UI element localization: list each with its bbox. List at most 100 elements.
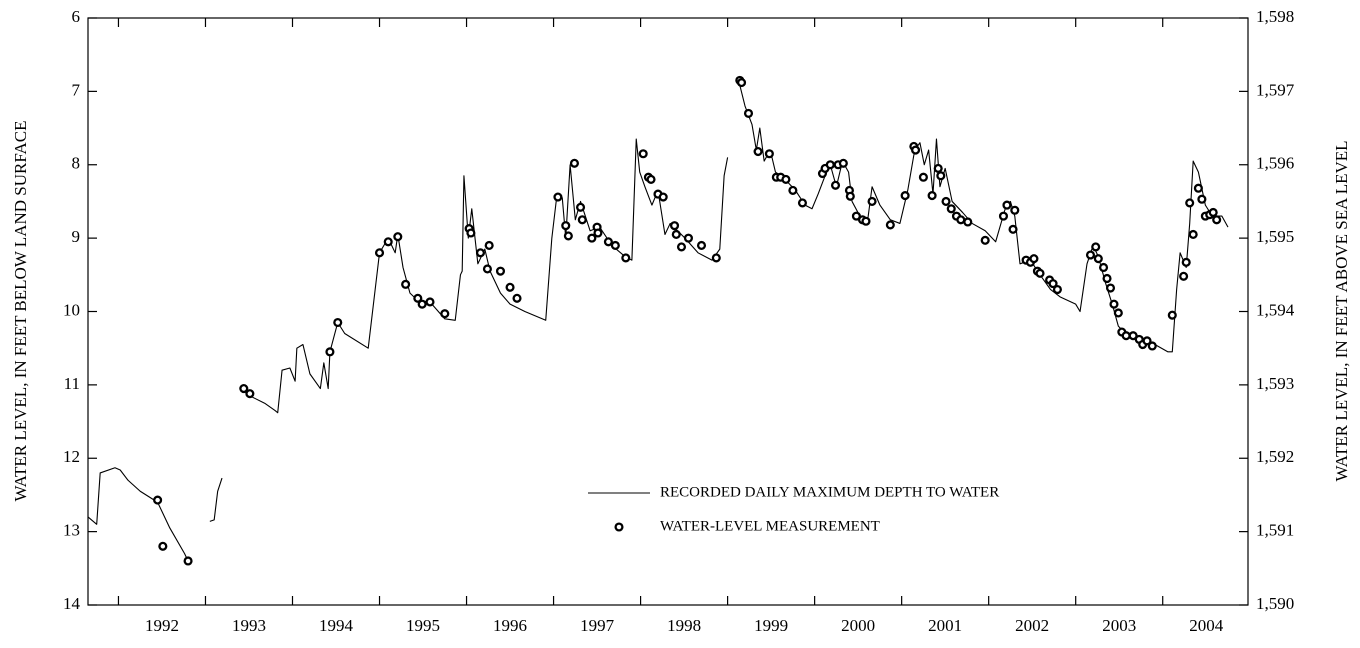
measurement-point xyxy=(1121,331,1131,341)
plot-frame xyxy=(87,17,1249,606)
measurement-point xyxy=(936,171,946,181)
x-tick-label: 1992 xyxy=(145,616,179,635)
measurement-point xyxy=(743,108,754,118)
measurement-point xyxy=(711,253,721,263)
measurement-point xyxy=(963,217,973,227)
measurement-point xyxy=(417,299,427,309)
data-line xyxy=(87,78,1229,562)
measurement-point xyxy=(1085,250,1096,260)
measurement-point xyxy=(638,149,648,159)
measurement-point xyxy=(797,198,807,208)
x-tick-label: 1993 xyxy=(232,616,266,635)
x-tick-label: 2003 xyxy=(1102,616,1136,635)
measurement-point xyxy=(413,293,423,303)
measurement-point xyxy=(425,297,435,307)
measurement-point xyxy=(440,309,450,319)
y-tick-label: 11 xyxy=(64,374,80,393)
measurement-point xyxy=(1147,341,1157,351)
measurement-point xyxy=(593,228,603,238)
measurement-point xyxy=(1188,229,1198,240)
measurement-point xyxy=(1181,257,1191,267)
legend-marker xyxy=(614,522,624,532)
y-tick-label: 13 xyxy=(63,521,80,540)
measurement-point xyxy=(393,232,403,242)
measurement-point xyxy=(1185,198,1195,208)
measurement-point xyxy=(575,202,586,212)
measurement-point xyxy=(764,149,774,159)
measurement-point xyxy=(1093,254,1103,264)
measurement-point xyxy=(753,146,763,157)
measurement-point xyxy=(825,160,835,170)
measurement-point xyxy=(911,145,921,155)
measurement-point xyxy=(553,192,563,202)
measurement-point xyxy=(1105,283,1116,293)
measurement-point xyxy=(183,556,193,566)
measurement-point xyxy=(1035,268,1045,278)
measurement-point xyxy=(885,220,895,230)
measurement-point xyxy=(696,240,707,251)
measurement-point xyxy=(1002,200,1012,210)
measurement-point xyxy=(1109,299,1119,309)
measurement-point xyxy=(1208,207,1218,217)
x-tick-label: 2002 xyxy=(1015,616,1049,635)
measurement-point xyxy=(577,215,587,225)
legend-label: RECORDED DAILY MAXIMUM DEPTH TO WATER xyxy=(660,484,999,500)
y-tick-label: 8 xyxy=(72,154,81,173)
x-tick-label: 1998 xyxy=(667,616,701,635)
measurement-point xyxy=(153,495,163,505)
measurement-point xyxy=(239,383,249,394)
x-tick-label: 1997 xyxy=(580,616,615,635)
y-tick-label: 14 xyxy=(63,594,81,613)
measurement-point xyxy=(683,233,694,243)
y-tick-label: 12 xyxy=(63,447,80,466)
measurement-point xyxy=(900,191,910,201)
measurement-point xyxy=(788,185,798,195)
measurement-point xyxy=(466,228,476,238)
y-tick-label: 6 xyxy=(72,7,81,26)
measurement-point xyxy=(401,279,411,289)
measurement-point xyxy=(1029,254,1039,264)
measurement-point xyxy=(1167,310,1177,320)
measurement-point xyxy=(1193,183,1203,193)
x-tick-label: 2004 xyxy=(1189,616,1224,635)
measurement-point xyxy=(621,253,631,263)
measurement-point xyxy=(838,158,848,168)
measurement-point xyxy=(1010,205,1020,215)
measurement-point xyxy=(325,347,335,357)
measurement-point xyxy=(482,264,492,274)
measurement-point xyxy=(851,211,861,221)
measurement-point xyxy=(781,174,791,184)
measurement-point xyxy=(1179,271,1189,281)
measurement-point xyxy=(998,211,1009,221)
x-tick-label: 1999 xyxy=(754,616,788,635)
measurement-point xyxy=(946,204,956,214)
measurement-point xyxy=(1128,331,1138,341)
y2-tick-label: 1,592 xyxy=(1256,447,1294,466)
measurement-point xyxy=(1142,336,1152,346)
x-tick-label: 1996 xyxy=(493,616,527,635)
measurement-point xyxy=(245,389,255,399)
y2-tick-label: 1,591 xyxy=(1256,521,1294,540)
measurement-point xyxy=(927,191,937,201)
y2-tick-label: 1,597 xyxy=(1256,80,1295,99)
measurement-point xyxy=(610,240,620,251)
measurement-point xyxy=(374,248,385,258)
measurement-point xyxy=(1091,242,1101,252)
measurement-point xyxy=(845,191,855,201)
measurement-point xyxy=(1197,194,1207,204)
y2-tick-label: 1,595 xyxy=(1256,227,1294,246)
measurement-point xyxy=(484,240,494,251)
measurement-point xyxy=(671,229,681,240)
y-axis-label: WATER LEVEL, IN FEET BELOW LAND SURFACE xyxy=(11,120,30,501)
measurement-point xyxy=(669,221,680,231)
y-tick-label: 9 xyxy=(72,227,81,246)
y2-tick-label: 1,593 xyxy=(1256,374,1294,393)
y2-tick-label: 1,594 xyxy=(1256,300,1295,319)
measurement-point xyxy=(505,282,515,292)
measurement-point xyxy=(956,215,966,225)
measurement-point xyxy=(1052,284,1062,295)
measurement-point xyxy=(1098,262,1109,273)
measurement-point xyxy=(587,233,597,243)
measurement-point xyxy=(158,541,168,551)
